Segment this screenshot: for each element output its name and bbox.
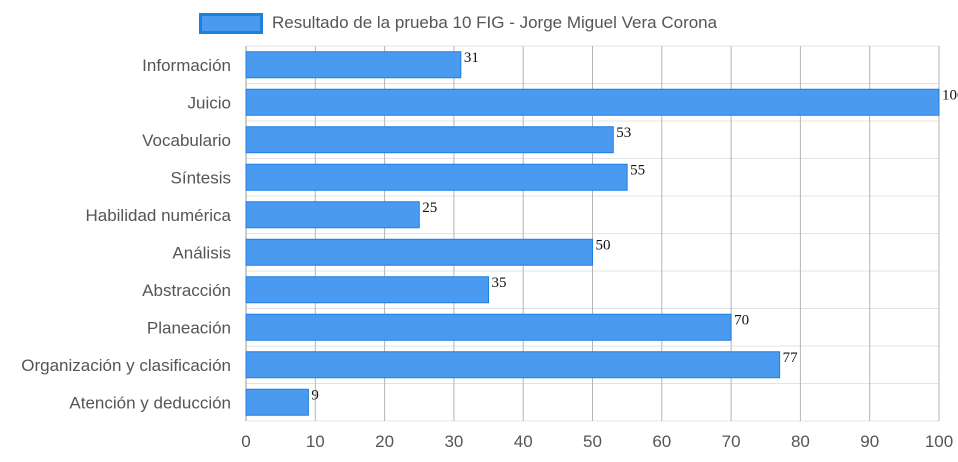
x-tick-label: 20 (375, 432, 394, 451)
category-label: Abstracción (142, 281, 231, 300)
data-label: 35 (492, 275, 507, 291)
category-label: Vocabulario (142, 131, 231, 150)
data-label: 100 (942, 87, 958, 103)
bar (245, 238, 593, 266)
category-label: Síntesis (171, 168, 231, 187)
bar (245, 88, 940, 116)
bar (245, 201, 420, 229)
data-label: 50 (596, 237, 611, 253)
category-label: Atención y deducción (69, 393, 231, 412)
bar (245, 163, 628, 191)
category-label: Planeación (147, 318, 231, 337)
x-tick-label: 80 (791, 432, 810, 451)
data-label: 31 (464, 50, 479, 66)
bar (245, 276, 490, 304)
x-tick-label: 10 (306, 432, 325, 451)
data-label: 25 (422, 200, 437, 216)
category-label: Juicio (188, 93, 231, 112)
data-label: 55 (630, 162, 645, 178)
data-label: 70 (734, 312, 749, 328)
x-tick-label: 0 (241, 432, 250, 451)
category-label: Organización y clasificación (21, 356, 231, 375)
bar (245, 51, 462, 79)
category-label: Información (142, 56, 231, 75)
data-label: 77 (783, 350, 799, 366)
x-tick-label: 70 (722, 432, 741, 451)
legend-swatch (199, 12, 263, 34)
x-tick-label: 90 (860, 432, 879, 451)
data-label: 9 (311, 387, 319, 403)
category-label: Habilidad numérica (85, 206, 231, 225)
legend-label: Resultado de la prueba 10 FIG - Jorge Mi… (272, 13, 718, 32)
x-tick-label: 60 (652, 432, 671, 451)
x-tick-label: 30 (444, 432, 463, 451)
bar (245, 388, 309, 416)
data-label: 53 (616, 125, 631, 141)
bar (245, 126, 614, 154)
x-tick-label: 100 (925, 432, 953, 451)
x-tick-label: 40 (514, 432, 533, 451)
bar (245, 313, 732, 341)
category-label: Análisis (172, 243, 231, 262)
x-tick-label: 50 (583, 432, 602, 451)
bar (245, 351, 781, 379)
legend: Resultado de la prueba 10 FIG - Jorge Mi… (199, 11, 717, 35)
